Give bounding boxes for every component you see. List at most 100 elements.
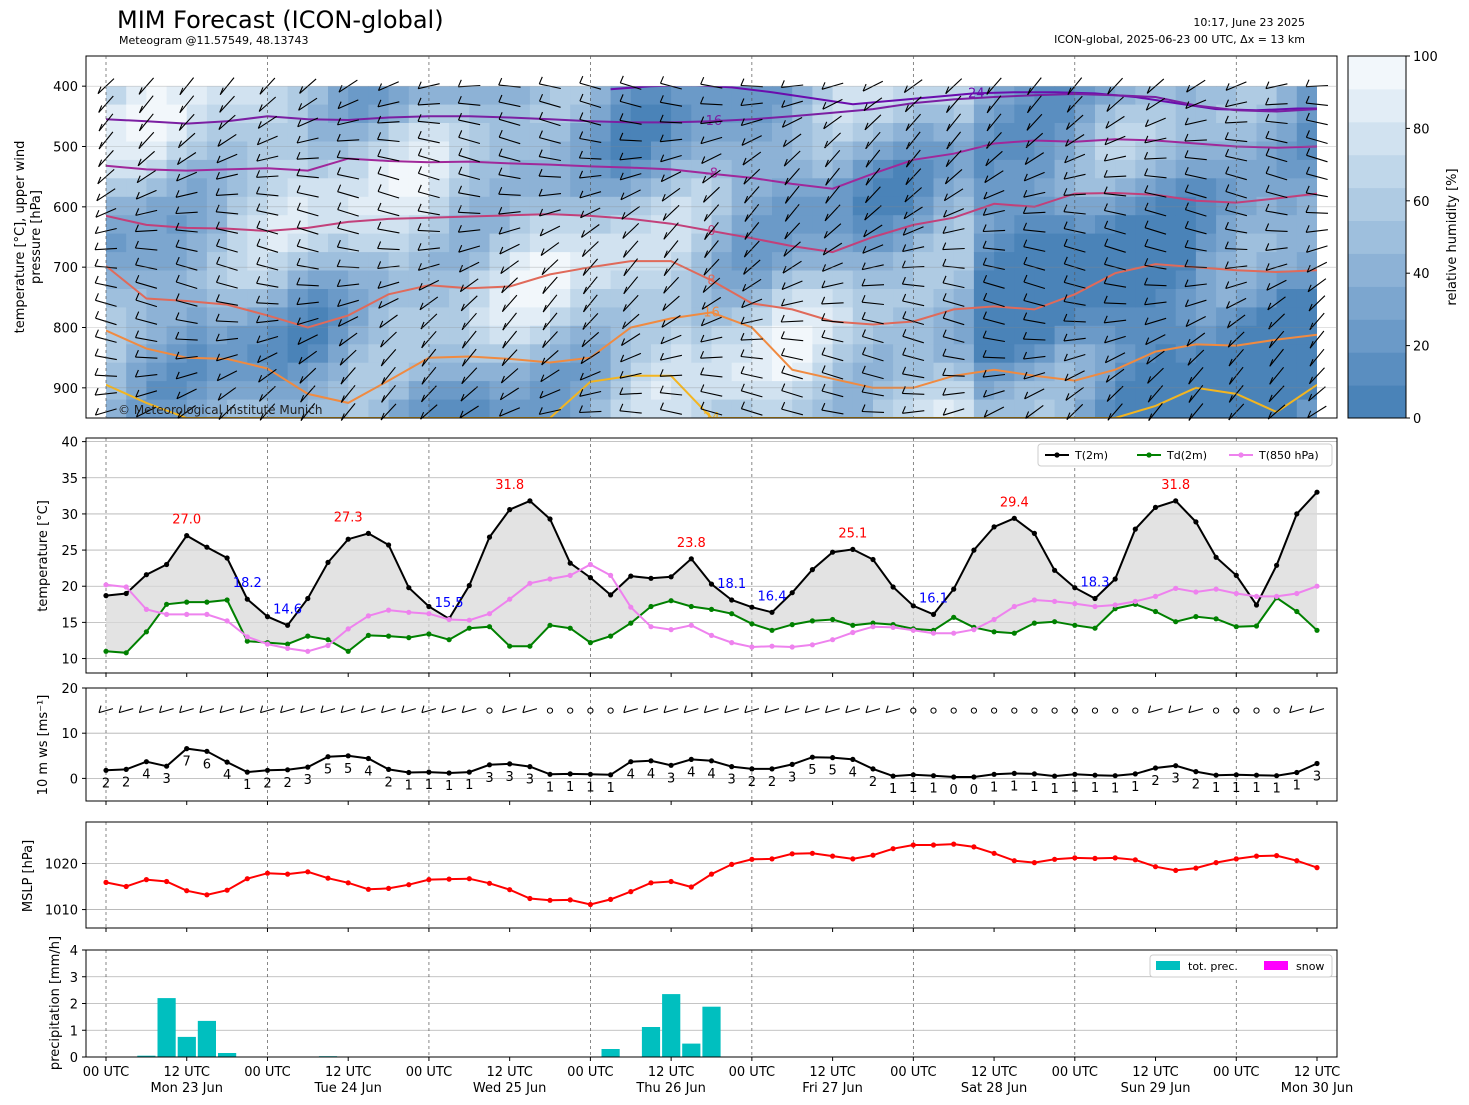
wind-barb — [1185, 191, 1207, 199]
data-point — [1253, 772, 1260, 778]
humidity-cell — [206, 362, 228, 382]
wind-barb-feather — [1269, 359, 1274, 367]
precip-bar — [137, 1055, 156, 1057]
humidity-cell — [227, 252, 248, 272]
wind-barb-feather — [175, 222, 180, 231]
humidity-cell — [489, 252, 511, 272]
humidity-cell — [509, 215, 531, 235]
wind-barb-feather — [1103, 153, 1108, 162]
wind-barb-feather — [942, 348, 947, 357]
wind-barb-feather — [1145, 102, 1150, 111]
wind-barb-feather — [579, 389, 584, 397]
humidity-cell — [1216, 252, 1237, 272]
wind-barb-feather — [1146, 86, 1151, 94]
wind-barb — [179, 95, 195, 114]
humidity-cell — [489, 104, 511, 124]
wind-barb — [861, 284, 885, 287]
wind-barb-feather — [1103, 169, 1108, 178]
wind-barb-feather — [582, 304, 588, 313]
data-point — [204, 544, 210, 550]
wind-barb-feather — [1067, 87, 1072, 95]
data-point — [204, 611, 210, 618]
wind-barb — [175, 338, 198, 341]
humidity-cell — [287, 270, 309, 290]
wind-barb-feather — [942, 258, 947, 267]
wind-barb — [660, 392, 683, 396]
run-timestamp: 10:17, June 23 2025 — [1193, 16, 1305, 29]
wind-barb-feather — [902, 293, 907, 302]
humidity-cell — [1115, 252, 1136, 272]
humidity-cell — [873, 104, 894, 124]
data-point — [1092, 595, 1098, 602]
wind-barb — [135, 247, 158, 251]
data-point — [305, 648, 311, 654]
humidity-cell — [792, 215, 813, 235]
colorbar-tick-label: 40 — [1413, 267, 1430, 282]
wind-barb-feather — [179, 105, 184, 114]
wind-barb-feather — [501, 285, 506, 294]
wind-barb — [1268, 330, 1285, 349]
wind-barb-feather — [700, 76, 705, 85]
humidity-cell — [529, 289, 551, 308]
wind-barb-feather — [982, 257, 987, 266]
humidity-cell — [388, 104, 410, 124]
wind-barb-feather — [986, 105, 991, 114]
wind-barb-feather — [538, 407, 543, 415]
humidity-cell — [994, 233, 1015, 253]
wind-barb-feather — [1063, 275, 1068, 283]
wind-barb — [178, 113, 195, 131]
wind-barb — [461, 367, 478, 385]
wind-barb — [1309, 367, 1325, 385]
wind-barb — [1269, 366, 1285, 385]
calm-marker — [1011, 707, 1018, 714]
wind-barb-feather — [458, 244, 463, 253]
wind-barb-feather — [861, 294, 866, 303]
wind-barb-feather — [744, 232, 749, 240]
humidity-cell — [1034, 123, 1056, 142]
humidity-cell — [1175, 215, 1197, 235]
precip-bar — [702, 1006, 721, 1057]
wind-barb-feather — [942, 310, 947, 319]
data-point — [587, 771, 594, 777]
humidity-cell — [1256, 344, 1278, 364]
data-point — [628, 573, 634, 579]
data-point — [365, 755, 371, 762]
humidity-cell — [772, 159, 793, 179]
wind-barb-feather — [1025, 411, 1030, 419]
wind-barb — [700, 408, 723, 416]
humidity-cell — [590, 123, 612, 142]
wind-barb-feather — [296, 220, 301, 228]
wind-value-label: 4 — [142, 768, 150, 783]
wind-barb — [542, 312, 558, 331]
wind-barb-feather — [538, 130, 543, 138]
data-point — [890, 624, 896, 631]
wind-barb — [1184, 283, 1207, 288]
wind-barb — [458, 229, 481, 233]
humidity-cell — [186, 399, 208, 419]
wind-barb-feather — [619, 370, 624, 379]
legend-marker — [1146, 452, 1152, 458]
humidity-cell — [1236, 196, 1258, 216]
humidity-cell — [1115, 289, 1136, 308]
humidity-cell — [590, 141, 612, 161]
data-point — [547, 516, 553, 522]
wind-barb-feather — [219, 705, 223, 713]
humidity-cell — [428, 104, 450, 124]
wind-barb — [1145, 334, 1166, 346]
wind-barb-feather — [703, 705, 708, 713]
humidity-cell — [913, 307, 935, 327]
humidity-cell — [630, 399, 652, 419]
x-tick-label: 12 UTC — [1132, 1065, 1178, 1080]
humidity-cell — [1155, 270, 1177, 290]
humidity-cell — [1216, 123, 1237, 142]
data-point — [1052, 619, 1058, 625]
data-point — [668, 574, 674, 580]
wind-barb — [623, 708, 638, 714]
wind-barb-feather — [784, 177, 789, 186]
humidity-cell — [1054, 381, 1076, 401]
wind-value-label: 1 — [445, 779, 453, 794]
wind-barb-feather — [1022, 351, 1028, 360]
humidity-cell — [428, 86, 450, 106]
humidity-cell — [146, 123, 168, 142]
wind-barb-feather — [118, 705, 122, 713]
